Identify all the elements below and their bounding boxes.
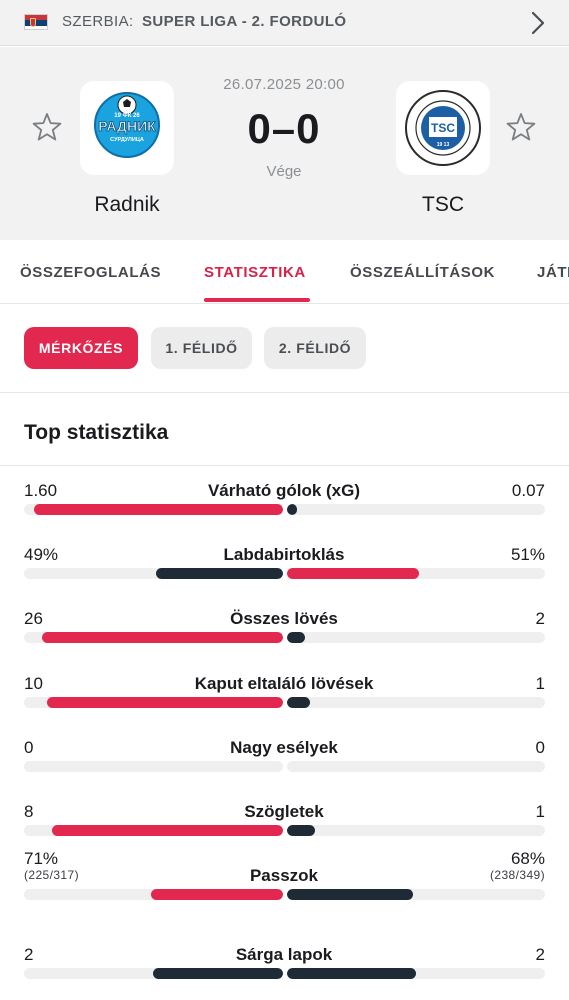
favorite-home-star-icon[interactable] — [31, 111, 63, 143]
breadcrumb-league: SUPER LIGA - 2. FORDULÓ — [142, 13, 347, 30]
stat-home-value: 10 — [24, 674, 43, 693]
stat-home-track — [24, 825, 283, 836]
period-match-button[interactable]: MÉRKŐZÉS — [24, 327, 138, 369]
stat-away-bar — [287, 632, 305, 643]
stat-home-track — [24, 761, 283, 772]
svg-text:19 ФК 26: 19 ФК 26 — [114, 113, 140, 119]
stat-home-track — [24, 889, 283, 900]
stat-away-bar — [287, 697, 310, 708]
stat-away-track — [287, 568, 545, 579]
divider — [0, 392, 569, 393]
svg-text:РАДНИК: РАДНИК — [98, 118, 156, 134]
stat-home-value: 8 — [24, 802, 34, 821]
stat-home-value: 2 — [24, 945, 34, 964]
away-team-logo[interactable]: TSC 19 13 — [396, 81, 490, 175]
stat-name: Szögletek — [244, 802, 324, 821]
period-second-half-button[interactable]: 2. FÉLIDŐ — [264, 327, 366, 369]
stat-home-bar — [153, 968, 283, 979]
stat-home-track — [24, 632, 283, 643]
home-team-logo[interactable]: 19 ФК 26 РАДНИК СУРДУЛИЦА — [80, 81, 174, 175]
stat-home-track — [24, 504, 283, 515]
stat-home-bar — [34, 504, 283, 515]
stat-away-track — [287, 761, 545, 772]
stat-away-value: 0.07 — [511, 481, 545, 500]
match-score: 0–0 — [247, 105, 321, 152]
tsc-crest-icon: TSC 19 13 — [405, 90, 481, 166]
period-first-half-button[interactable]: 1. FÉLIDŐ — [151, 327, 252, 369]
match-header: 19 ФК 26 РАДНИК СУРДУЛИЦА 26.07.2025 20:… — [0, 47, 569, 240]
stat-away-value: 51% — [510, 545, 545, 564]
stat-home-value: 26 — [24, 609, 43, 628]
section-title: Top statisztika — [24, 421, 169, 444]
stat-home-bar — [151, 889, 283, 900]
stat-away-track — [287, 968, 545, 979]
favorite-away-star-icon[interactable] — [505, 111, 537, 143]
tab-summary[interactable]: ÖSSZEFOGLALÁS — [20, 264, 162, 281]
home-team-name[interactable]: Radnik — [94, 193, 160, 216]
stat-home-detail: (225/317) — [24, 868, 79, 882]
stat-away-value: 2 — [535, 945, 545, 964]
stat-row: 1.60 Várható gólok (xG) 0.07 — [0, 481, 569, 545]
stat-away-value: 1 — [535, 802, 545, 821]
stat-home-bar — [47, 697, 283, 708]
divider — [0, 465, 569, 466]
stat-away-track — [287, 697, 545, 708]
stat-row: 71% Passzok 68% (225/317) (238/349) — [0, 849, 569, 930]
stat-away-track — [287, 889, 545, 900]
stat-away-bar — [287, 889, 413, 900]
tab-players[interactable]: JÁTÉ — [537, 264, 569, 281]
breadcrumb-country: SZERBIA: — [62, 13, 134, 30]
stat-home-value: 71% — [24, 849, 59, 868]
stat-home-track — [24, 697, 283, 708]
tab-statistics[interactable]: STATISZTIKA — [204, 264, 306, 281]
stat-away-bar — [287, 825, 315, 836]
active-tab-indicator — [204, 298, 310, 302]
stat-row: 0 Nagy esélyek 0 — [0, 738, 569, 802]
serbia-flag-icon — [24, 14, 48, 30]
stat-home-bar — [42, 632, 283, 643]
stat-row: 10 Kaput eltaláló lövések 1 — [0, 674, 569, 738]
svg-text:СУРДУЛИЦА: СУРДУЛИЦА — [110, 137, 144, 143]
stat-home-track — [24, 568, 283, 579]
stat-away-value: 1 — [535, 674, 545, 693]
stat-away-detail: (238/349) — [490, 868, 545, 882]
stat-away-track — [287, 632, 545, 643]
stat-row: 26 Összes lövés 2 — [0, 609, 569, 673]
away-team-name[interactable]: TSC — [422, 193, 464, 216]
match-tabs: ÖSSZEFOGLALÁS STATISZTIKA ÖSSZEÁLLÍTÁSOK… — [0, 240, 569, 304]
stat-home-track — [24, 968, 283, 979]
radnik-crest-icon: 19 ФК 26 РАДНИК СУРДУЛИЦА — [94, 92, 160, 158]
stat-row: 49% Labdabirtoklás 51% — [0, 545, 569, 609]
stat-away-track — [287, 825, 545, 836]
chevron-right-icon[interactable] — [528, 10, 548, 36]
stat-away-value: 0 — [535, 738, 545, 757]
stat-name: Várható gólok (xG) — [207, 481, 361, 500]
stat-away-value: 2 — [535, 609, 545, 628]
stat-home-bar — [156, 568, 283, 579]
stat-row: 8 Szögletek 1 — [0, 802, 569, 866]
match-datetime: 26.07.2025 20:00 — [223, 76, 345, 93]
stat-name: Labdabirtoklás — [223, 545, 345, 564]
stat-away-value: 68% — [510, 849, 545, 868]
stat-name: Sárga lapok — [235, 945, 333, 964]
stat-row: 2 Sárga lapok 2 — [0, 945, 569, 1000]
stat-name: Passzok — [249, 866, 319, 885]
stat-home-value: 49% — [24, 545, 59, 564]
stat-away-track — [287, 504, 545, 515]
stat-home-value: 1.60 — [24, 481, 58, 500]
stat-away-bar — [287, 968, 416, 979]
stat-name: Kaput eltaláló lövések — [194, 674, 374, 693]
match-status: Vége — [266, 163, 302, 180]
svg-text:19 13: 19 13 — [437, 142, 450, 148]
stat-away-bar — [287, 568, 419, 579]
tab-lineups[interactable]: ÖSSZEÁLLÍTÁSOK — [350, 264, 496, 281]
stat-name: Nagy esélyek — [230, 738, 338, 757]
stat-name: Összes lövés — [230, 609, 338, 628]
competition-breadcrumb[interactable]: SZERBIA: SUPER LIGA - 2. FORDULÓ — [0, 0, 569, 46]
stat-home-value: 0 — [24, 738, 34, 757]
stat-away-bar — [287, 504, 297, 515]
svg-text:TSC: TSC — [431, 121, 455, 135]
stat-home-bar — [52, 825, 283, 836]
